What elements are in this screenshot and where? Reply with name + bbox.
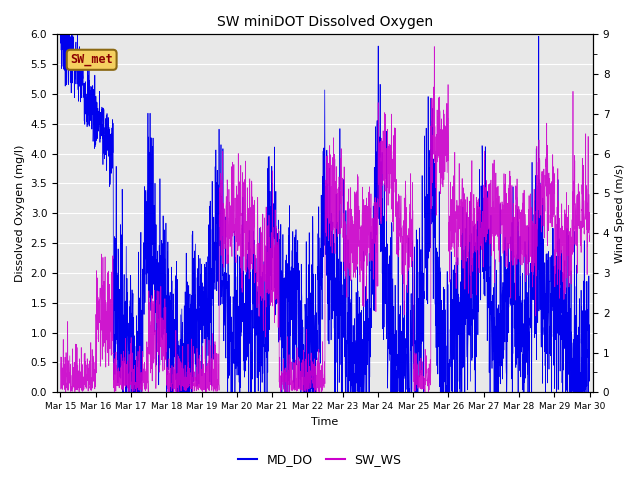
- Y-axis label: Dissolved Oxygen (mg/l): Dissolved Oxygen (mg/l): [15, 144, 25, 282]
- Y-axis label: Wind Speed (m/s): Wind Speed (m/s): [615, 164, 625, 263]
- Text: SW_met: SW_met: [70, 53, 113, 66]
- Title: SW miniDOT Dissolved Oxygen: SW miniDOT Dissolved Oxygen: [217, 15, 433, 29]
- Legend: MD_DO, SW_WS: MD_DO, SW_WS: [234, 448, 406, 471]
- X-axis label: Time: Time: [312, 417, 339, 427]
